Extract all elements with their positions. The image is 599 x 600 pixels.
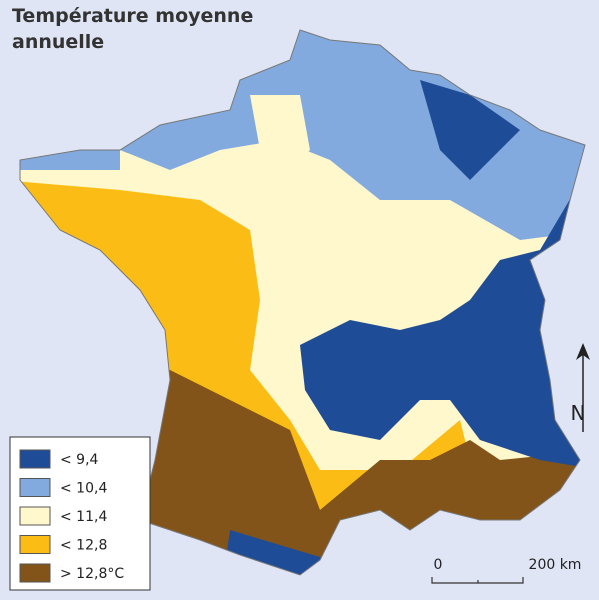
north-label: N <box>571 401 586 425</box>
legend-label: < 11,4 <box>60 509 107 525</box>
legend: < 9,4 < 10,4 < 11,4 < 12,8 > 12,8°C <box>19 449 124 583</box>
legend-label: < 9,4 <box>60 452 99 468</box>
legend-swatch <box>19 449 51 469</box>
zone-mild <box>120 95 310 200</box>
legend-swatch <box>19 478 51 497</box>
scale-bar: 0 200 km <box>431 557 582 584</box>
legend-label: > 12,8°C <box>60 566 124 582</box>
scale-end: 200 km <box>529 557 582 573</box>
zone-cold <box>300 150 585 470</box>
legend-label: < 10,4 <box>60 481 107 497</box>
title: Température moyenne annuelle <box>12 5 253 53</box>
legend-swatch <box>19 535 51 554</box>
border <box>19 29 586 576</box>
legend-swatch <box>19 506 51 526</box>
north-arrow: N <box>571 343 590 432</box>
zone-cold <box>220 80 520 575</box>
legend-label: < 12,8 <box>60 538 107 554</box>
scale-start: 0 <box>434 557 443 573</box>
legend-swatch <box>19 563 51 583</box>
